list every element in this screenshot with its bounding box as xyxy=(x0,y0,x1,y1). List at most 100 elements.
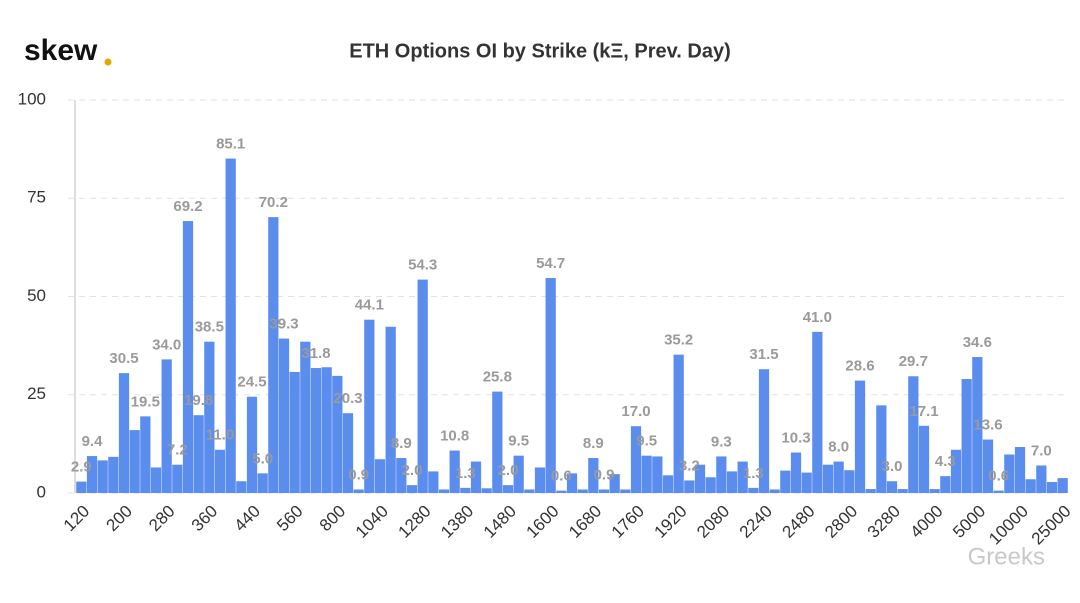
x-tick-label: 1480 xyxy=(480,502,520,542)
bar xyxy=(534,467,546,493)
x-tick-label: 1680 xyxy=(565,502,605,542)
data-label: 54.7 xyxy=(536,255,565,272)
bar xyxy=(385,326,396,493)
bar xyxy=(609,474,620,493)
bar xyxy=(1036,465,1047,493)
data-label: 41.0 xyxy=(803,309,832,326)
x-tick-label: 440 xyxy=(231,502,264,535)
logo: skew xyxy=(24,34,98,67)
bar xyxy=(897,489,908,493)
x-tick-label: 1040 xyxy=(352,502,392,542)
bar xyxy=(417,279,428,493)
bar xyxy=(129,430,140,493)
bar xyxy=(289,371,300,493)
data-label: 69.2 xyxy=(173,198,202,215)
bar xyxy=(620,489,631,493)
bar xyxy=(556,490,567,493)
bar xyxy=(641,455,652,493)
y-tick-label: 0 xyxy=(37,482,46,501)
data-label: 44.1 xyxy=(355,297,384,314)
bar xyxy=(790,452,802,493)
x-tick-label: 280 xyxy=(145,502,178,535)
x-tick-label: 2800 xyxy=(821,502,861,542)
data-label: 19.5 xyxy=(131,393,160,410)
bar xyxy=(246,396,258,493)
bar xyxy=(822,464,834,493)
data-label: 25.8 xyxy=(483,369,512,386)
data-label: 31.5 xyxy=(749,346,778,363)
bar xyxy=(300,341,311,493)
bar xyxy=(492,391,503,493)
bar xyxy=(1057,478,1068,493)
bar xyxy=(396,458,407,493)
data-label: 28.6 xyxy=(845,358,874,375)
bar xyxy=(172,464,183,493)
bar xyxy=(449,450,460,493)
bar xyxy=(769,489,780,493)
x-tick-label: 5000 xyxy=(949,502,989,542)
data-label: 38.5 xyxy=(195,319,224,336)
bar xyxy=(481,488,492,493)
bar xyxy=(780,470,791,493)
bar xyxy=(342,413,354,493)
x-tick-label: 120 xyxy=(60,502,93,535)
bar xyxy=(705,477,716,493)
bar xyxy=(257,473,268,493)
data-label: 29.7 xyxy=(899,353,928,370)
data-label: 9.3 xyxy=(711,433,732,450)
data-label: 24.5 xyxy=(237,374,266,391)
bar xyxy=(193,415,204,493)
bar xyxy=(865,489,876,493)
y-tick-label: 100 xyxy=(18,89,46,108)
x-tick-label: 1280 xyxy=(394,502,434,542)
bar xyxy=(108,456,119,493)
bar xyxy=(470,461,482,493)
bar xyxy=(598,489,610,493)
x-tick-label: 1380 xyxy=(437,502,477,542)
data-label: 7.0 xyxy=(1031,442,1052,459)
data-label: 9.5 xyxy=(636,433,657,450)
y-tick-label: 25 xyxy=(27,384,46,403)
data-label: 0.9 xyxy=(348,466,369,483)
data-label: 30.5 xyxy=(109,350,138,367)
bar xyxy=(278,338,290,493)
bar xyxy=(993,490,1004,493)
bar xyxy=(630,426,642,493)
bar xyxy=(332,375,343,493)
data-label: 5.0 xyxy=(252,450,273,467)
bar xyxy=(364,319,375,493)
bar xyxy=(972,357,983,493)
data-label: 10.8 xyxy=(440,428,469,445)
bar xyxy=(566,473,578,493)
x-tick-label: 2240 xyxy=(736,502,776,542)
data-label: 54.3 xyxy=(408,257,437,274)
data-label: 0.6 xyxy=(988,468,1009,485)
x-tick-label: 3280 xyxy=(864,502,904,542)
bar xyxy=(940,476,951,493)
data-label: 3.0 xyxy=(882,458,903,475)
bar xyxy=(1025,479,1036,493)
x-tick-label: 1920 xyxy=(650,502,690,542)
bar xyxy=(97,460,108,493)
data-label: 9.4 xyxy=(82,433,104,450)
bar xyxy=(502,485,514,493)
data-label: 7.2 xyxy=(167,442,188,459)
bar xyxy=(150,467,162,493)
data-label: 85.1 xyxy=(216,136,245,153)
data-label: 1.3 xyxy=(743,465,764,482)
x-tick-label: 1600 xyxy=(522,502,562,542)
data-label: 34.0 xyxy=(152,336,181,353)
bar xyxy=(876,405,887,493)
bar xyxy=(758,369,770,493)
data-label: 10.3 xyxy=(781,429,810,446)
bar xyxy=(801,472,812,493)
logo-dot xyxy=(104,58,112,66)
bar xyxy=(310,368,322,493)
watermark: Greeks xyxy=(968,543,1045,570)
data-label: 8.9 xyxy=(583,435,604,452)
data-label: 8.0 xyxy=(828,439,849,456)
x-tick-label: 25000 xyxy=(1028,502,1075,549)
bar xyxy=(833,461,844,493)
data-label: 2.0 xyxy=(498,462,519,479)
bar xyxy=(588,458,599,493)
